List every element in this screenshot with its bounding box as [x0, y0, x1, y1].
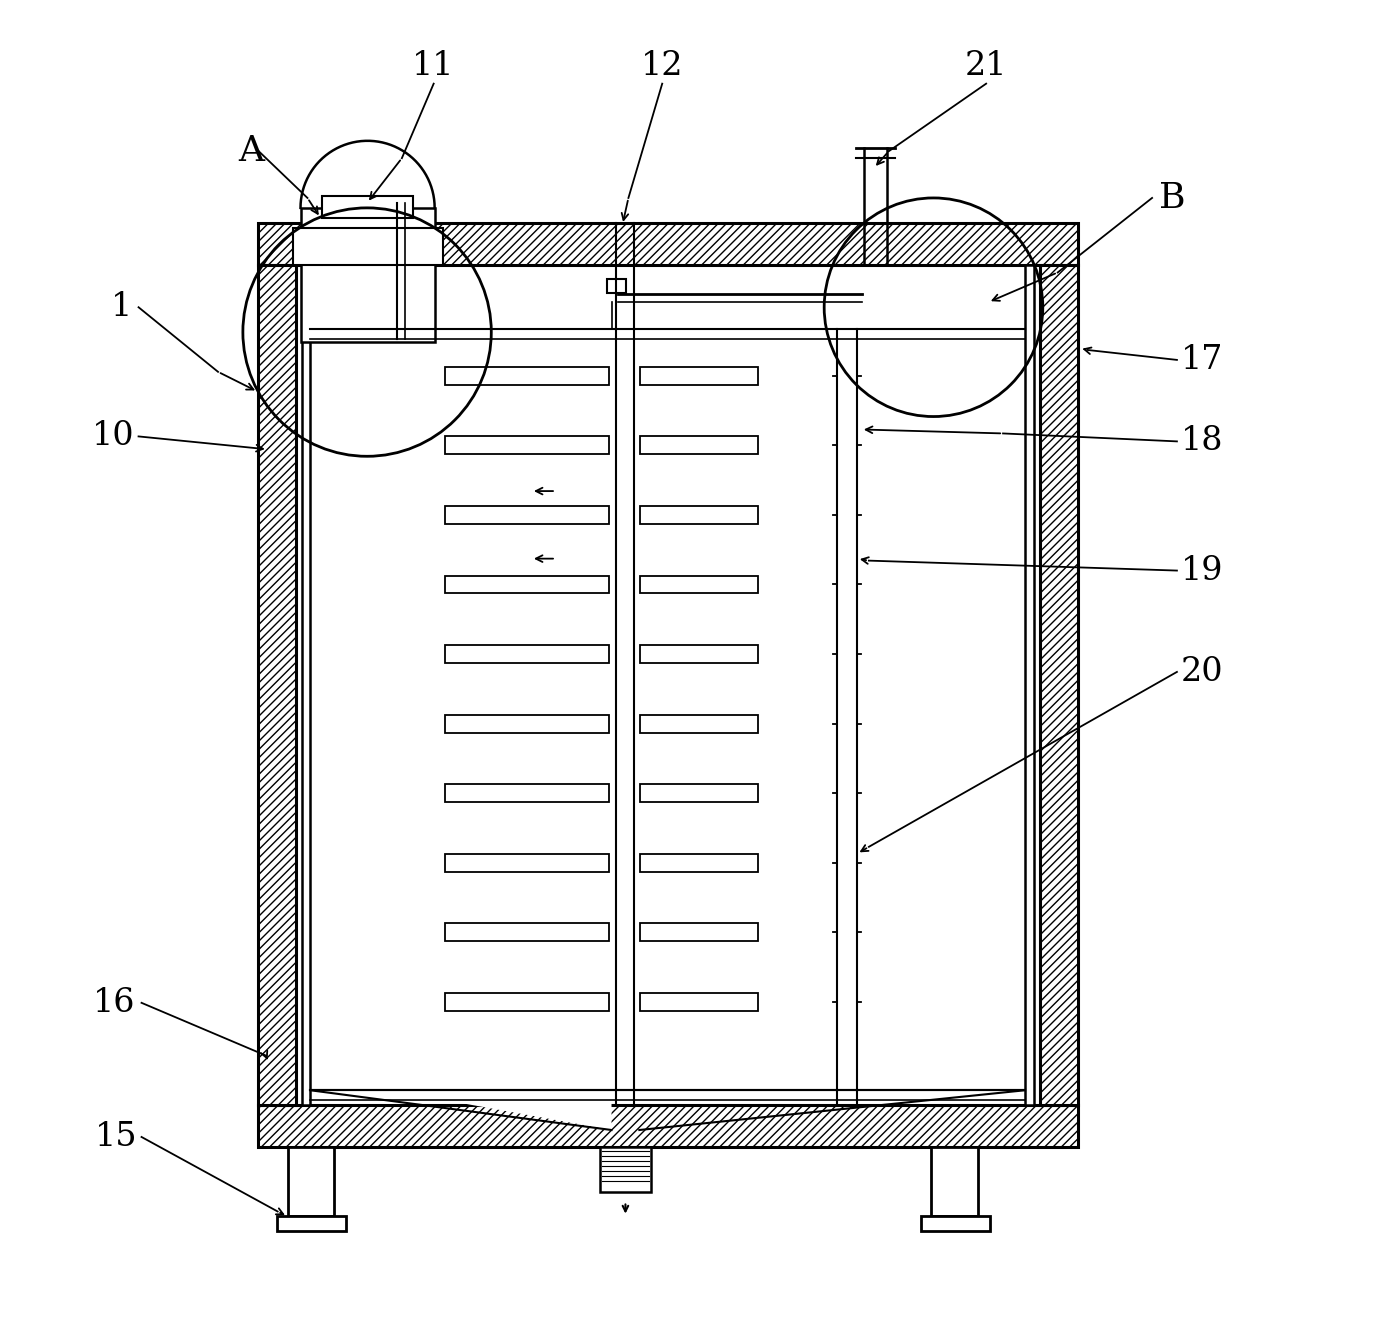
- Bar: [292, 228, 442, 265]
- Bar: [445, 785, 609, 802]
- Bar: [641, 575, 758, 594]
- Text: 15: 15: [96, 1121, 138, 1153]
- Bar: [302, 265, 310, 1105]
- Bar: [288, 1148, 334, 1216]
- Bar: [1024, 265, 1034, 1105]
- Bar: [257, 1105, 1077, 1148]
- Bar: [277, 1216, 346, 1232]
- Bar: [445, 715, 609, 732]
- Bar: [641, 785, 758, 802]
- Bar: [931, 1148, 979, 1216]
- Bar: [257, 223, 1077, 265]
- Text: 18: 18: [1180, 426, 1223, 458]
- Text: A: A: [238, 135, 264, 169]
- Bar: [641, 506, 758, 524]
- Bar: [641, 923, 758, 942]
- Bar: [641, 715, 758, 732]
- Bar: [445, 645, 609, 663]
- Polygon shape: [310, 1091, 612, 1130]
- Text: 11: 11: [413, 50, 455, 82]
- Bar: [606, 280, 627, 293]
- Text: 1: 1: [111, 291, 132, 323]
- Bar: [445, 367, 609, 385]
- Text: 19: 19: [1180, 554, 1223, 587]
- Text: B: B: [1159, 181, 1186, 215]
- Text: 12: 12: [641, 50, 684, 82]
- Bar: [641, 437, 758, 454]
- Text: 17: 17: [1180, 344, 1223, 376]
- Bar: [1040, 265, 1077, 1105]
- Bar: [257, 265, 296, 1105]
- Text: 21: 21: [965, 50, 1008, 82]
- Bar: [641, 645, 758, 663]
- Text: 16: 16: [93, 987, 135, 1018]
- Bar: [445, 853, 609, 872]
- Bar: [445, 575, 609, 594]
- Bar: [920, 1216, 990, 1232]
- Bar: [445, 437, 609, 454]
- Bar: [641, 853, 758, 872]
- Bar: [599, 1148, 652, 1191]
- Bar: [445, 993, 609, 1010]
- Bar: [445, 506, 609, 524]
- Bar: [300, 208, 435, 342]
- Bar: [322, 197, 413, 218]
- Bar: [641, 993, 758, 1010]
- Bar: [445, 923, 609, 942]
- Bar: [641, 367, 758, 385]
- Text: 20: 20: [1180, 656, 1223, 689]
- Text: 10: 10: [92, 421, 135, 452]
